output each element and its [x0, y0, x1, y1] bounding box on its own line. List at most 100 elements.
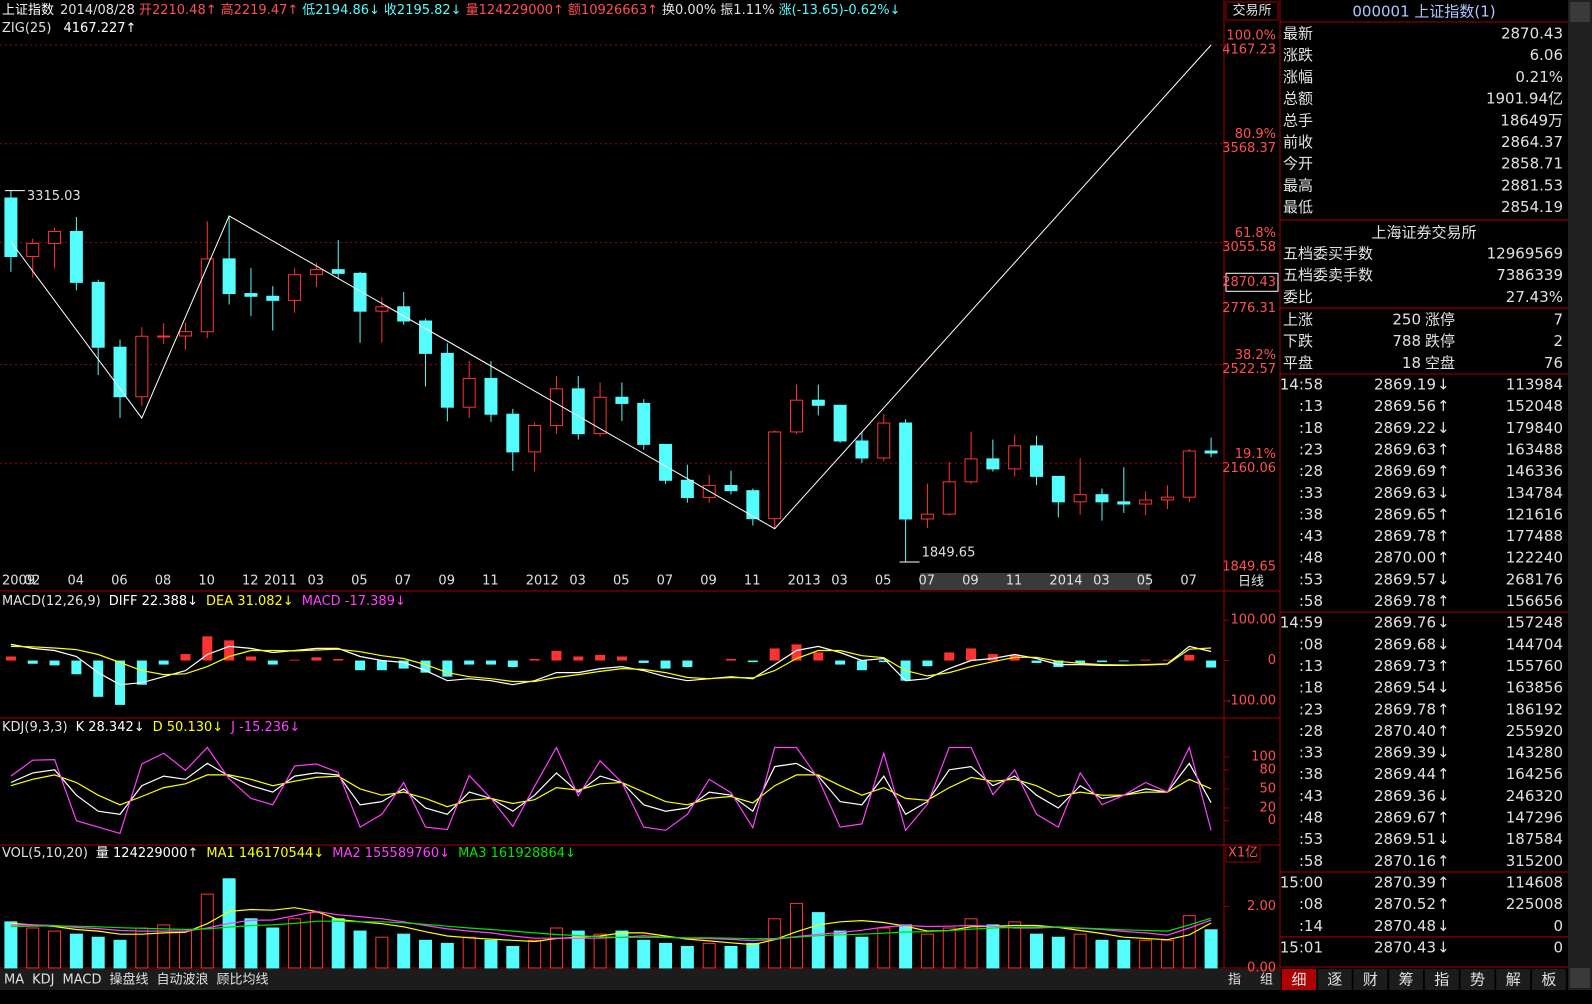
tick-arrow: ↑ — [1437, 852, 1450, 870]
volume-bar — [1030, 933, 1044, 969]
candle-body — [528, 425, 542, 453]
exchange-tab-box[interactable] — [1225, 1, 1279, 21]
tick-arrow: ↓ — [1437, 570, 1450, 588]
breadth-value: 250 — [1392, 311, 1421, 329]
volume-bar — [637, 939, 651, 969]
legend-name: MACD(12,26,9) — [2, 594, 101, 609]
fib-label: 80.9% — [1235, 127, 1276, 142]
period-label: 日线 — [1238, 575, 1264, 590]
tick-arrow: ↑ — [1437, 895, 1450, 913]
tab-bg[interactable] — [1424, 969, 1459, 990]
indicator-tab[interactable]: 自动波浪 — [156, 973, 208, 988]
tab-bg[interactable] — [1460, 969, 1495, 990]
tick-price: 2869.57 — [1374, 570, 1436, 588]
tick-time: :08 — [1299, 635, 1323, 653]
macd-bar — [311, 657, 322, 661]
tab-bg[interactable] — [1282, 969, 1316, 990]
tick-volume: 164256 — [1506, 765, 1563, 783]
panel-tab[interactable]: 势 — [1470, 971, 1485, 989]
order-label: 五档委卖手数 — [1283, 266, 1373, 284]
tab-bg[interactable] — [1353, 969, 1388, 990]
exchange-name: 上海证券交易所 — [1371, 224, 1476, 242]
x-tick-label: 12 — [242, 574, 259, 589]
x-tick-label: 05 — [351, 574, 368, 589]
indicator-tab[interactable]: MA — [4, 973, 24, 988]
y-tick-label: 4167.23 — [1222, 43, 1276, 58]
macd-bar — [638, 660, 649, 663]
panel-tab[interactable]: 板 — [1541, 971, 1556, 989]
macd-bar — [267, 660, 278, 665]
indicator-tab[interactable]: KDJ — [32, 973, 54, 988]
scroll-thumb[interactable] — [920, 573, 1150, 590]
volume-bar — [91, 936, 105, 969]
indicator-tab[interactable]: MACD — [62, 973, 101, 988]
x-tick-label: 2013 — [788, 574, 821, 589]
macd-bar — [944, 652, 955, 661]
order-label: 委比 — [1283, 288, 1313, 306]
legend-item: J -15.236↓ — [230, 720, 300, 735]
candle-body — [1182, 450, 1196, 498]
tick-price: 2870.39 — [1374, 873, 1436, 891]
volume-bar — [178, 930, 192, 969]
tick-time: :58 — [1299, 592, 1323, 610]
tick-volume: 122240 — [1506, 549, 1563, 567]
panel-tab[interactable]: 财 — [1363, 971, 1378, 989]
macd-bar — [1206, 660, 1217, 668]
series-line — [10, 645, 1212, 683]
panel-tab[interactable]: 指 — [1434, 971, 1449, 989]
tick-price: 2869.69 — [1374, 462, 1436, 480]
side-tab[interactable]: 组 — [1260, 973, 1273, 988]
x-tick-label: 02 — [24, 574, 41, 589]
indicator-tab[interactable]: 顾比均线 — [216, 973, 268, 988]
tick-arrow: ↓ — [1437, 679, 1450, 697]
scroll-down[interactable] — [1570, 968, 1590, 988]
tick-time: :14 — [1299, 917, 1323, 935]
scroll-up[interactable] — [1570, 2, 1590, 22]
tab-bg[interactable] — [1317, 969, 1352, 990]
exchange-tab[interactable]: 交易所 — [1232, 3, 1271, 19]
panel-tab[interactable]: 解 — [1506, 971, 1521, 989]
breadth-label: 上涨 — [1283, 311, 1313, 329]
legend-name: ZIG(25) — [2, 21, 52, 36]
legend-item: MA3 161928864↓ — [458, 846, 576, 861]
volume-bar — [48, 930, 62, 969]
tab-bg[interactable] — [1496, 969, 1531, 990]
tick-price: 2869.22 — [1374, 419, 1436, 437]
panel-tab[interactable]: 细 — [1291, 971, 1306, 989]
candle-body — [1095, 494, 1109, 503]
panel-tab[interactable]: 逐 — [1327, 971, 1342, 989]
indicator-tab[interactable]: 操盘线 — [109, 972, 148, 988]
row-label: 总手 — [1283, 111, 1313, 129]
side-tab[interactable]: 指 — [1228, 973, 1241, 988]
row-value: 0.21% — [1515, 68, 1563, 86]
tick-arrow: ↓ — [1437, 635, 1450, 653]
volume-bar — [1204, 929, 1218, 969]
row-value: 2870.43 — [1501, 25, 1563, 43]
tab-bg[interactable] — [1531, 969, 1566, 990]
breadth-value: 788 — [1392, 332, 1421, 350]
tick-time: 14:59 — [1280, 614, 1323, 632]
scrollbar[interactable] — [1568, 0, 1592, 990]
macd-bar — [856, 660, 867, 671]
y-tick-label: 0.00 — [1247, 961, 1276, 976]
volume-bar — [1160, 939, 1174, 969]
x-tick-label: 05 — [1137, 574, 1154, 589]
tick-price: 2869.65 — [1374, 505, 1436, 523]
x-tick-label: 03 — [831, 574, 848, 589]
tab-bg[interactable] — [1389, 969, 1424, 990]
tick-time: 15:00 — [1280, 873, 1323, 891]
row-value: 1901.94亿 — [1486, 90, 1563, 108]
candle-body — [811, 399, 825, 406]
volume-bar — [26, 927, 40, 969]
panel-tab[interactable]: 筹 — [1399, 971, 1414, 989]
macd-bar — [202, 636, 213, 661]
legend-item: MA1 146170544↓ — [206, 846, 324, 861]
legend-item: K 28.342↓ — [76, 720, 145, 735]
x-tick-label: 11 — [744, 574, 761, 589]
y-tick-label: 2776.31 — [1222, 301, 1276, 316]
tick-volume: 255920 — [1506, 722, 1563, 740]
macd-bar — [595, 654, 606, 661]
series-line — [10, 917, 1212, 940]
